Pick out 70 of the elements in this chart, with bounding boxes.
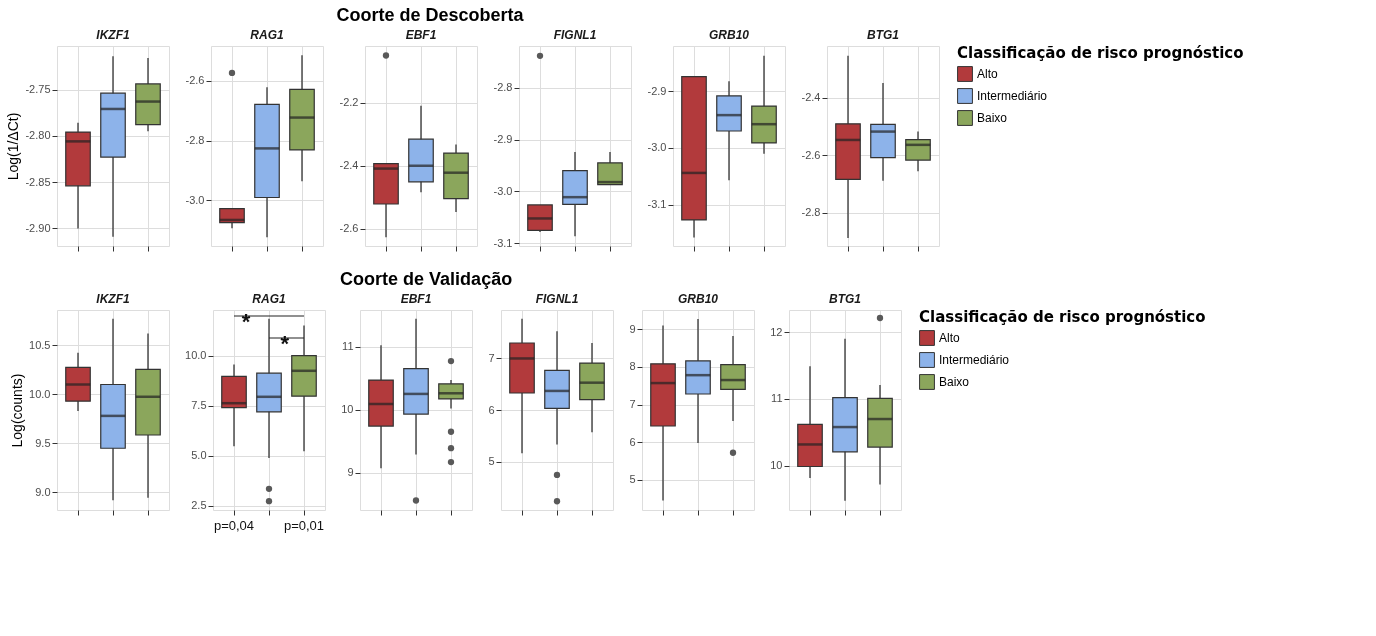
y-tick-label: 2.5: [191, 499, 207, 512]
y-tick-label: 5: [488, 455, 495, 468]
chart-title: EBF1: [400, 292, 432, 306]
y-tick-label: 7.5: [191, 399, 207, 412]
legend-label: Intermediário: [977, 89, 1048, 103]
legend-label: Baixo: [977, 111, 1008, 125]
annotation: *: [241, 309, 251, 334]
legend-label: Alto: [939, 331, 960, 345]
y-tick-label: -2.8: [801, 206, 821, 219]
y-tick-label: -2.90: [25, 221, 51, 234]
y-tick-label: -2.8: [493, 81, 513, 94]
y-tick-label: -2.6: [339, 222, 359, 235]
legend-title: Classificação de risco prognóstico: [957, 44, 1244, 62]
text: Coorte de Validação: [340, 268, 513, 289]
y-tick-label: 10: [341, 403, 354, 416]
y-tick-label: -2.8: [185, 134, 205, 147]
chart-title: EBF1: [405, 28, 437, 42]
y-tick-label: -3.0: [647, 141, 667, 154]
annotation: *: [280, 331, 290, 356]
y-tick-label: 7: [488, 351, 495, 364]
y-tick-label: -3.0: [185, 193, 205, 206]
legend-label: Baixo: [939, 375, 970, 389]
y-tick-label: 10: [770, 459, 783, 472]
chart-title: IKZF1: [96, 28, 130, 42]
y-tick-label: -2.80: [25, 129, 51, 142]
chart-title: GRB10: [708, 28, 750, 42]
chart-title: GRB10: [677, 292, 719, 306]
y-tick-label: -2.4: [801, 91, 821, 104]
y-tick-label: 12: [770, 325, 783, 338]
y-tick-label: -2.75: [25, 83, 51, 96]
text: p=0,04: [213, 518, 255, 533]
y-tick-label: 9.0: [35, 485, 51, 498]
chart-title: BTG1: [866, 28, 900, 42]
chart-title: FIGNL1: [535, 292, 579, 306]
y-tick-label: 10.5: [29, 338, 51, 351]
y-tick-label: 9.5: [35, 436, 51, 449]
chart-title: RAG1: [252, 292, 286, 306]
y-tick-label: -2.4: [339, 159, 359, 172]
chart-title: RAG1: [250, 28, 284, 42]
y-tick-label: -2.9: [647, 84, 667, 97]
y-tick-label: -3.0: [493, 184, 513, 197]
y-tick-label: -3.1: [647, 198, 667, 211]
y-tick-label: -3.1: [493, 236, 513, 249]
y-tick-label: 9: [347, 466, 354, 479]
y-tick-label: 5.0: [191, 449, 207, 462]
legend-title: Classificação de risco prognóstico: [919, 308, 1206, 326]
y-tick-label: 5: [629, 473, 636, 486]
y-tick-label: 7: [629, 398, 636, 411]
chart-title: FIGNL1: [553, 28, 597, 42]
y-tick-label: -2.6: [801, 148, 821, 161]
y-tick-label: -2.6: [185, 74, 205, 87]
y-tick-label: -2.9: [493, 133, 513, 146]
text: p=0,01: [283, 518, 325, 533]
chart-title: IKZF1: [96, 292, 130, 306]
legend-label: Intermediário: [939, 353, 1010, 367]
y-tick-label: -2.2: [339, 96, 359, 109]
y-tick-label: 6: [629, 435, 636, 448]
legend-label: Alto: [977, 67, 998, 81]
y-tick-label: 8: [629, 360, 636, 373]
y-tick-label: 10.0: [185, 349, 207, 362]
y-tick-label: 11: [342, 340, 354, 353]
y-tick-label: 11: [771, 392, 783, 405]
chart-title: BTG1: [828, 292, 862, 306]
y-tick-label: -2.85: [25, 175, 51, 188]
y-axis-title: Log(counts): [9, 373, 26, 448]
y-axis-title: Log(1/ΔCt): [5, 112, 22, 181]
y-tick-label: 10.0: [29, 387, 51, 400]
text: Coorte de Descoberta: [336, 4, 525, 25]
y-tick-label: 9: [629, 322, 636, 335]
y-tick-label: 6: [488, 403, 495, 416]
